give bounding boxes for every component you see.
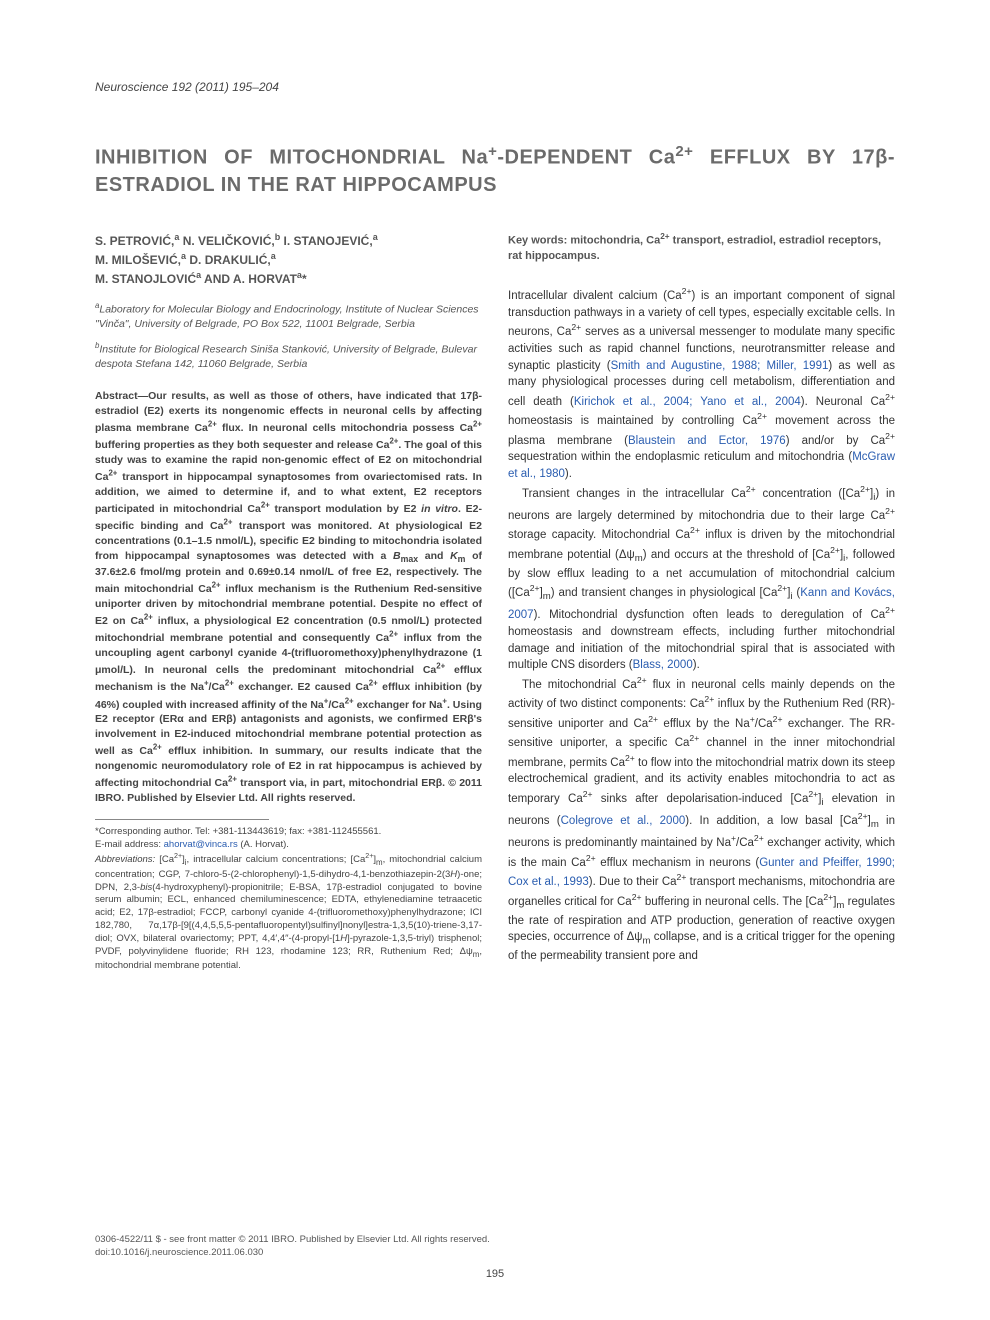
article-title: INHIBITION OF MITOCHONDRIAL Na+-DEPENDEN… xyxy=(95,142,895,199)
two-column-layout: S. PETROVIĆ,a N. VELIČKOVIĆ,b I. STANOJE… xyxy=(95,231,895,973)
left-column: S. PETROVIĆ,a N. VELIČKOVIĆ,b I. STANOJE… xyxy=(95,231,482,973)
body-text: Intracellular divalent calcium (Ca2+) is… xyxy=(508,285,895,965)
paragraph-3: The mitochondrial Ca2+ flux in neuronal … xyxy=(508,674,895,965)
journal-header: Neuroscience 192 (2011) 195–204 xyxy=(95,80,895,94)
right-column: Key words: mitochondria, Ca2+ transport,… xyxy=(508,231,895,973)
paragraph-1: Intracellular divalent calcium (Ca2+) is… xyxy=(508,285,895,483)
footnote-divider xyxy=(95,819,269,820)
email-line: E-mail address: ahorvat@vinca.rs (A. Hor… xyxy=(95,839,482,852)
bottom-matter: 0306-4522/11 $ - see front matter © 2011… xyxy=(95,1234,895,1280)
abbreviations: Abbreviations: [Ca2+]i, intracellular ca… xyxy=(95,852,482,973)
footnotes-block: *Corresponding author. Tel: +381-1134436… xyxy=(95,826,482,973)
front-matter-line: 0306-4522/11 $ - see front matter © 2011… xyxy=(95,1234,895,1245)
abstract-text: Abstract—Our results, as well as those o… xyxy=(95,389,482,805)
affiliation-a: aLaboratory for Molecular Biology and En… xyxy=(95,300,482,332)
corresponding-author: *Corresponding author. Tel: +381-1134436… xyxy=(95,826,482,839)
affiliation-b: bInstitute for Biological Research Siniš… xyxy=(95,340,482,372)
paragraph-2: Transient changes in the intracellular C… xyxy=(508,483,895,674)
keywords: Key words: mitochondria, Ca2+ transport,… xyxy=(508,231,895,266)
doi-line: doi:10.1016/j.neuroscience.2011.06.030 xyxy=(95,1247,895,1258)
author-list: S. PETROVIĆ,a N. VELIČKOVIĆ,b I. STANOJE… xyxy=(95,231,482,288)
page-number: 195 xyxy=(95,1268,895,1280)
